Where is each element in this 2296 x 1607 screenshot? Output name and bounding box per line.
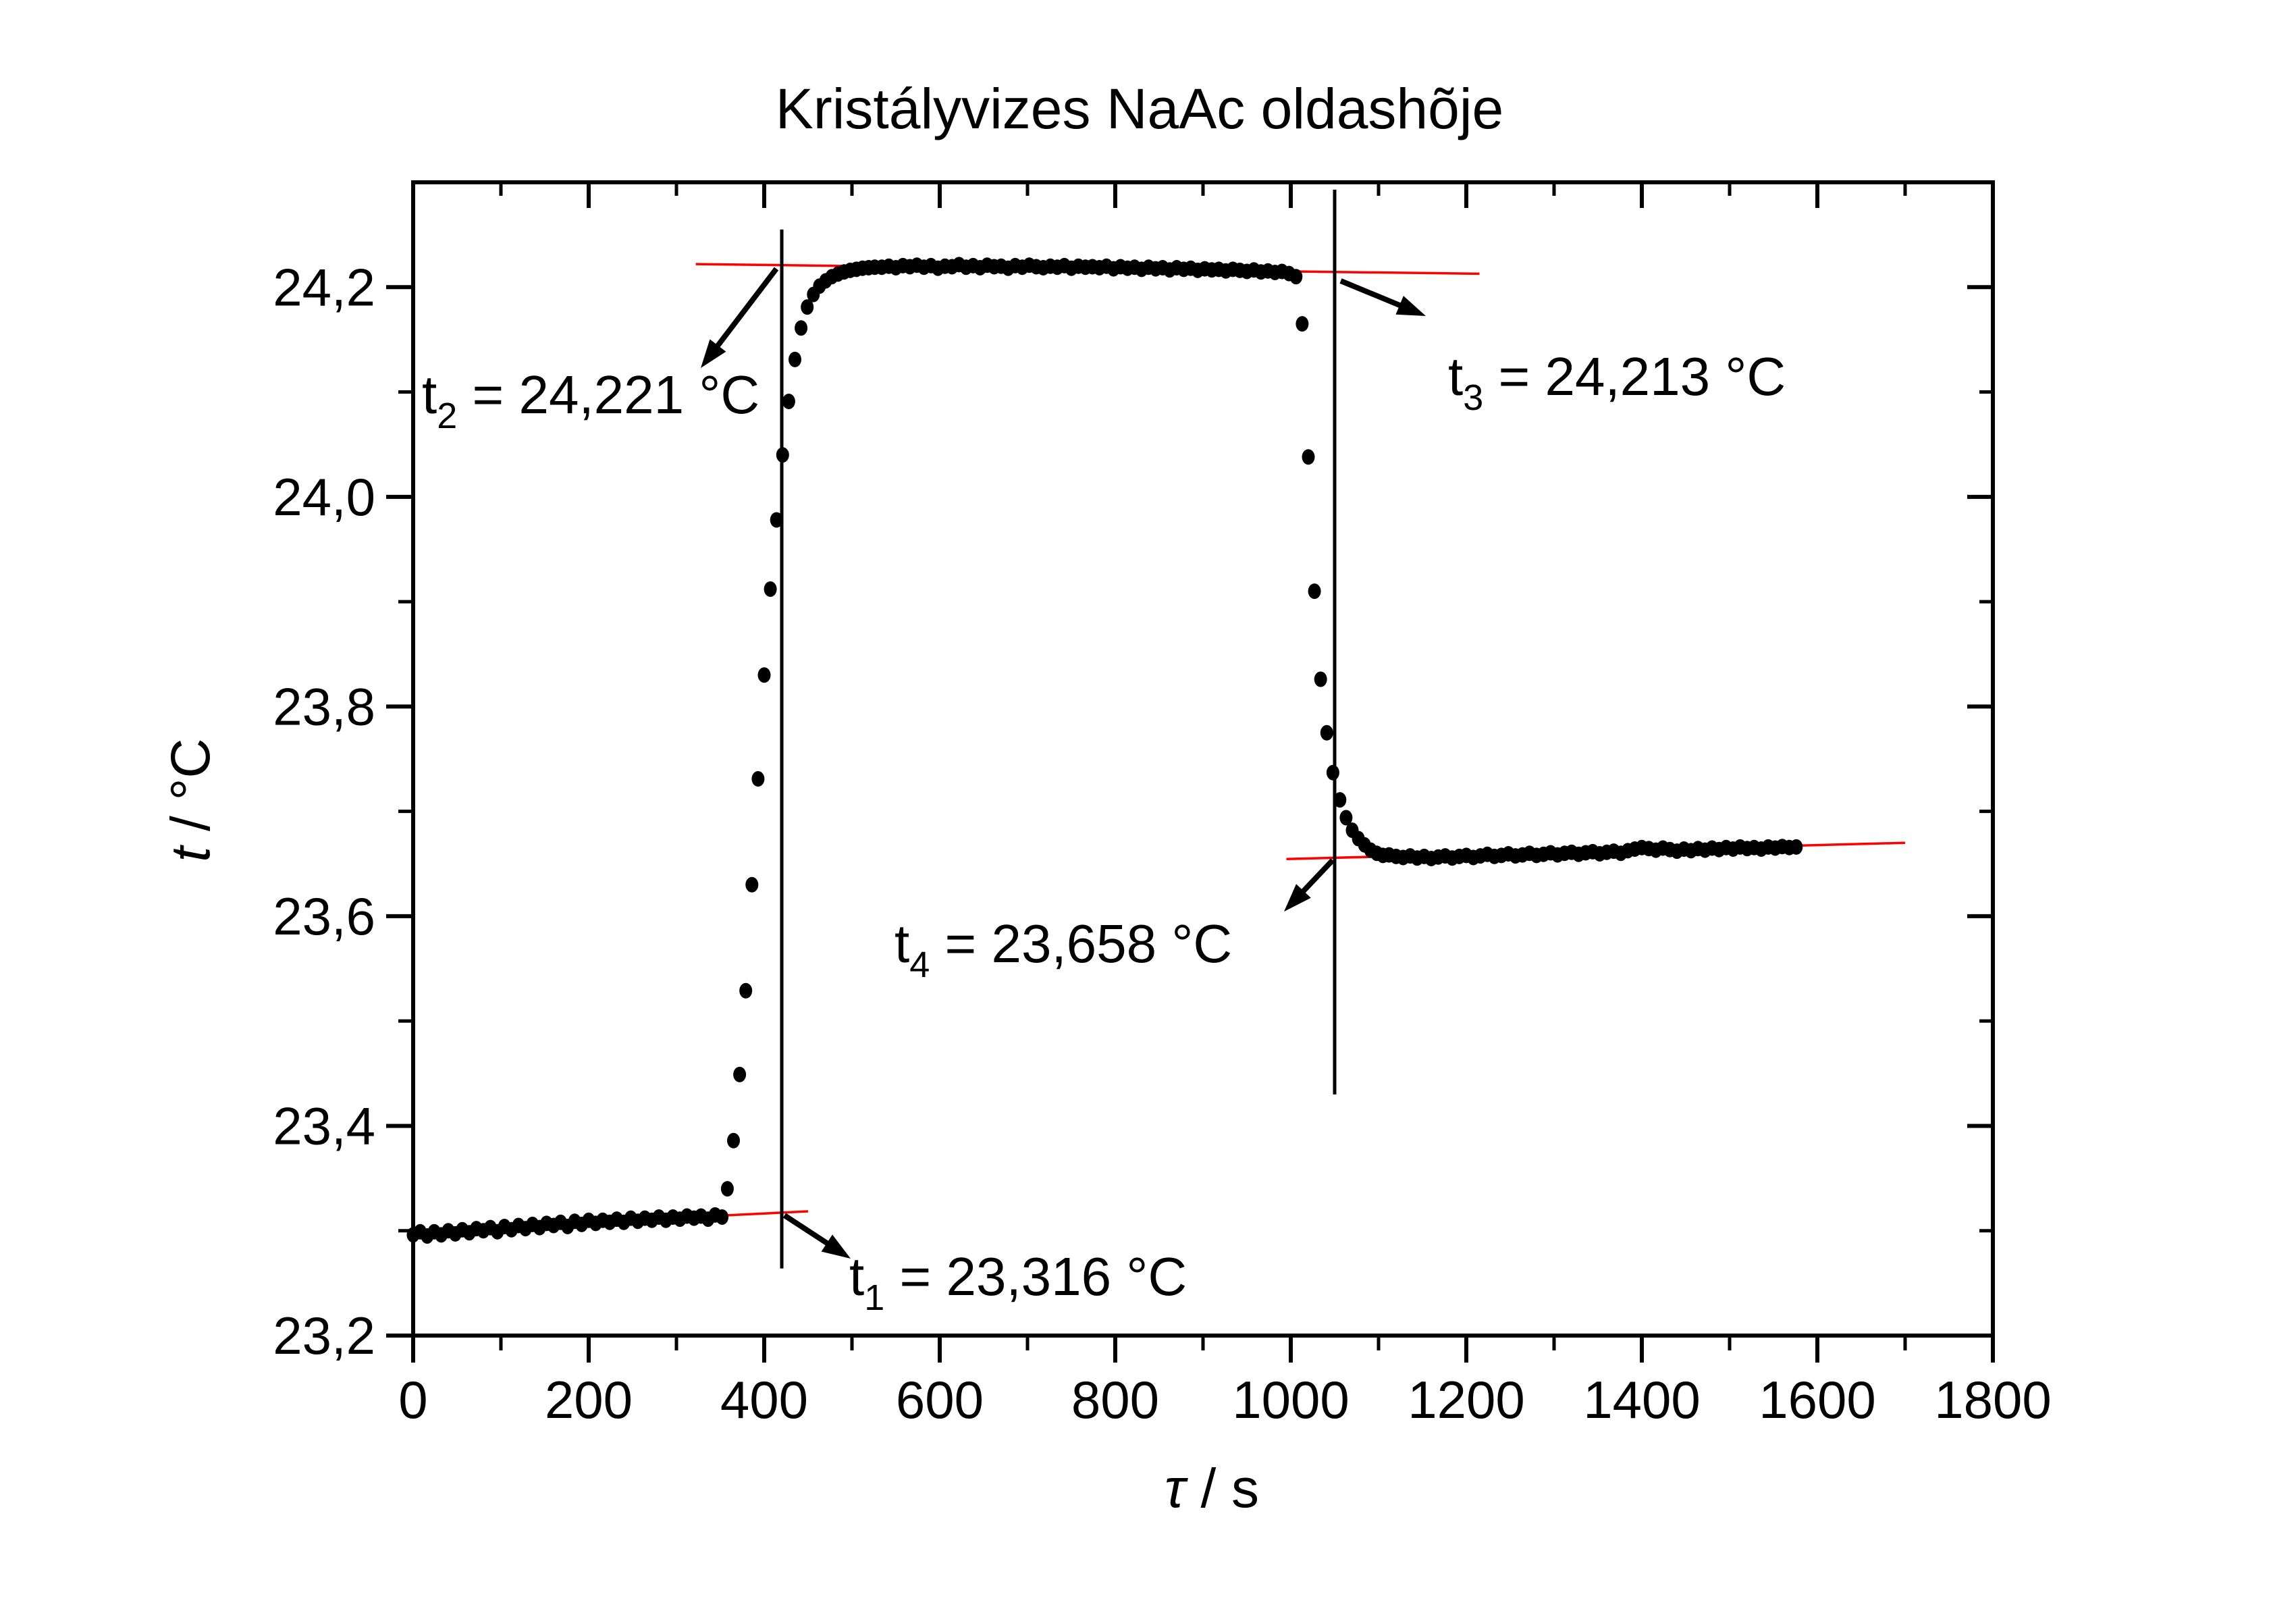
- data-point: [757, 667, 771, 683]
- chart-title: Kristályvizes NaAc oldashõje: [776, 77, 1503, 140]
- annotation-t2-arrowhead: [701, 339, 726, 368]
- data-point: [1289, 269, 1303, 285]
- data-point: [1320, 725, 1333, 741]
- data-point: [1790, 839, 1803, 855]
- y-tick-label: 24,0: [273, 467, 375, 527]
- annotation-t3-arrow: [1339, 278, 1405, 309]
- annotation-t1-arrow: [782, 1213, 832, 1248]
- data-point: [764, 581, 777, 597]
- data-point: [1314, 671, 1327, 687]
- data-point: [720, 1181, 734, 1197]
- x-tick-label: 1600: [1759, 1370, 1876, 1429]
- x-tick-label: 200: [545, 1370, 633, 1429]
- data-point: [801, 299, 814, 315]
- x-tick-label: 1800: [1934, 1370, 2052, 1429]
- x-tick-label: 1200: [1408, 1370, 1525, 1429]
- annotation-t4-arrowhead: [1284, 884, 1311, 912]
- annotation-t3-label: t3 = 24,213 °C: [1448, 346, 1786, 418]
- x-tick-label: 1400: [1583, 1370, 1701, 1429]
- x-tick-label: 400: [720, 1370, 808, 1429]
- data-point: [789, 351, 801, 367]
- data-point: [733, 1066, 747, 1082]
- data-point: [739, 982, 753, 999]
- data-point: [727, 1132, 740, 1149]
- data-point: [1333, 792, 1347, 808]
- y-axis-label: t / °C: [160, 738, 221, 862]
- y-tick-label: 23,6: [273, 887, 375, 946]
- x-tick-label: 0: [398, 1370, 427, 1429]
- annotation-t3-arrowhead: [1395, 296, 1426, 316]
- data-point: [770, 512, 783, 528]
- data-point: [716, 1209, 729, 1225]
- annotation-t2-label: t2 = 24,221 °C: [422, 365, 759, 436]
- annotation-t1-arrowhead: [821, 1234, 851, 1259]
- data-point: [745, 876, 759, 893]
- data-point: [1339, 810, 1353, 826]
- data-point: [782, 394, 795, 409]
- x-tick-label: 600: [896, 1370, 984, 1429]
- data-point: [795, 320, 808, 336]
- x-tick-label: 1000: [1232, 1370, 1350, 1429]
- data-point: [751, 771, 765, 787]
- y-tick-label: 23,4: [273, 1096, 375, 1155]
- data-point: [1308, 583, 1321, 600]
- y-tick-label: 23,2: [273, 1306, 375, 1365]
- data-point: [1296, 316, 1309, 332]
- x-tick-label: 800: [1071, 1370, 1159, 1429]
- annotation-t1-label: t1 = 23,316 °C: [849, 1246, 1187, 1318]
- data-point: [1302, 449, 1315, 465]
- y-tick-label: 23,8: [273, 677, 375, 736]
- annotation-t4-arrow: [1298, 858, 1335, 896]
- data-point: [776, 447, 789, 463]
- x-axis-label: τ / s: [1165, 1458, 1259, 1519]
- annotation-t4-label: t4 = 23,658 °C: [895, 914, 1232, 985]
- annotation-t2-arrow: [713, 267, 779, 350]
- data-point: [1326, 764, 1339, 781]
- y-tick-label: 24,2: [273, 257, 375, 317]
